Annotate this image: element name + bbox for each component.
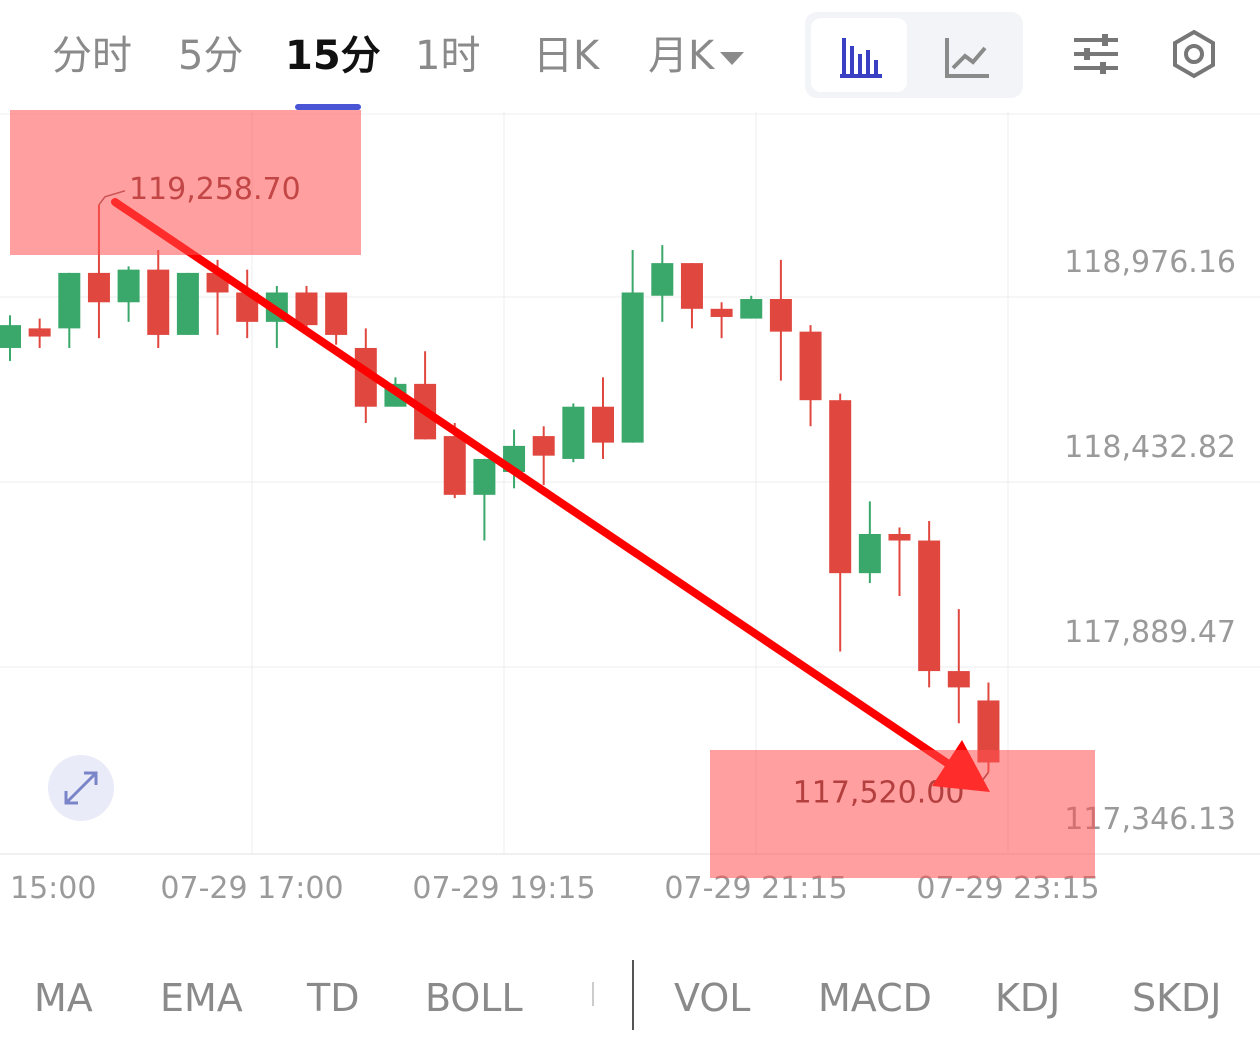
indicator-ema[interactable]: EMA	[160, 976, 243, 1020]
tab-day-k[interactable]: 日K	[533, 33, 600, 79]
low-highlight-box	[710, 750, 1095, 878]
indicator-boll[interactable]: BOLL	[425, 976, 523, 1020]
candle-body	[621, 292, 644, 443]
fullscreen-button[interactable]	[48, 755, 114, 821]
line-chart-button[interactable]	[919, 18, 1015, 92]
candle-body	[325, 292, 348, 335]
candle-body	[740, 299, 763, 319]
y-axis-label: 117,889.47	[1064, 615, 1236, 650]
indicator-settings-icon	[1074, 34, 1118, 74]
tab-1hour[interactable]: 1时	[415, 33, 481, 79]
indicator-settings-button[interactable]	[1070, 28, 1122, 80]
tab-month-k-dropdown[interactable]: 月K	[648, 30, 745, 82]
indicator-skdj[interactable]: SKDJ	[1132, 976, 1222, 1020]
candle-body	[710, 308, 733, 317]
indicator-vol[interactable]: VOL	[674, 976, 751, 1020]
candle-body	[858, 534, 881, 574]
indicator-bar: MA EMA TD BOLL VOL MACD KDJ SKDJ	[0, 960, 1260, 1040]
divider	[632, 960, 634, 1030]
chevron-down-icon	[720, 51, 745, 65]
indicator-td[interactable]: TD	[307, 976, 360, 1020]
candle-body	[947, 671, 970, 688]
candle-body	[888, 534, 911, 541]
candlestick-chart-icon	[840, 38, 882, 78]
tab-time-sharing[interactable]: 分时	[52, 33, 132, 79]
candle-body	[680, 263, 703, 309]
candle-body	[117, 269, 140, 303]
tab-5min[interactable]: 5分	[178, 33, 244, 79]
chart-type-toggle	[805, 12, 1023, 98]
candle-body	[473, 458, 496, 495]
high-highlight-box	[10, 110, 361, 255]
candle-body	[651, 263, 674, 296]
candle-body	[918, 540, 941, 672]
candle-body	[799, 331, 822, 401]
line-chart-icon	[945, 38, 989, 78]
indicator-kdj[interactable]: KDJ	[995, 976, 1061, 1020]
candle-body	[0, 325, 21, 348]
x-axis-label: 15:00	[10, 871, 96, 906]
candle-body	[176, 272, 199, 335]
candle-body	[769, 299, 792, 332]
trend-arrow-line	[111, 198, 954, 769]
tab-month-k-label: 月K	[648, 33, 715, 79]
indicator-macd[interactable]: MACD	[818, 976, 932, 1020]
settings-button[interactable]	[1168, 28, 1220, 80]
candle-body	[28, 328, 51, 337]
gear-icon	[1173, 29, 1215, 79]
candle-body	[443, 436, 466, 495]
period-tab-bar: 分时 5分 15分 1时 日K 月K	[0, 0, 1260, 112]
expand-icon	[64, 771, 98, 805]
tab-15min[interactable]: 15分	[285, 33, 381, 79]
indicator-ma[interactable]: MA	[34, 976, 93, 1020]
x-axis-label: 07-29 19:15	[412, 871, 595, 906]
candle-body	[58, 272, 81, 329]
candle-body	[147, 269, 170, 335]
active-tab-underline	[295, 104, 361, 110]
candle-body	[87, 272, 110, 303]
candle-body	[236, 292, 259, 322]
x-axis-label: 07-29 17:00	[160, 871, 343, 906]
y-axis-label: 118,976.16	[1064, 245, 1236, 280]
candle-body	[295, 292, 318, 326]
candle-body	[532, 436, 555, 456]
candle-body	[977, 700, 1000, 763]
divider	[592, 982, 594, 1006]
candle-body	[829, 400, 852, 574]
candle-body	[562, 406, 585, 459]
y-axis-label: 118,432.82	[1064, 430, 1236, 465]
candlestick-chart-button[interactable]	[811, 18, 907, 92]
candle-body	[592, 406, 614, 443]
